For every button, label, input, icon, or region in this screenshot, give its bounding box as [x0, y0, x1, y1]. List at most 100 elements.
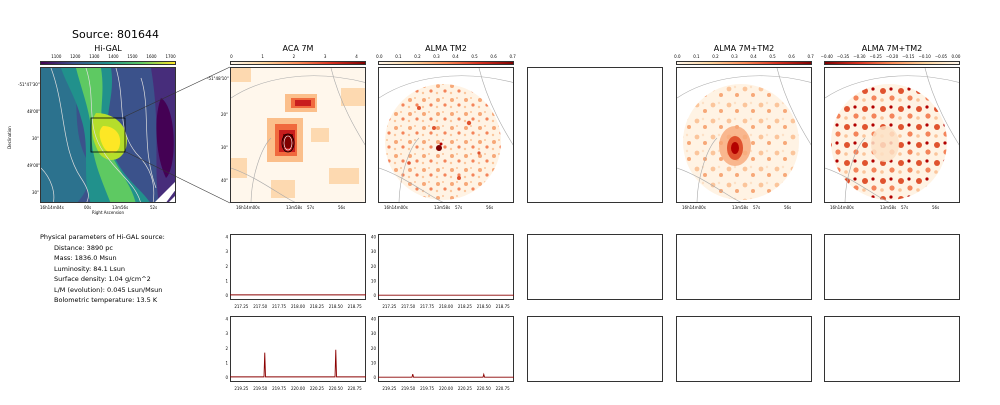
higal-xtick: 13m56s: [112, 205, 129, 210]
tm2-cbar-tick: 0.2: [414, 54, 421, 59]
y-tick-label: 40: [371, 316, 377, 321]
combined-colorbar: [676, 61, 812, 65]
higal-cbar-tick: 1100: [51, 54, 62, 59]
x-tick-label: 218.50: [329, 304, 343, 309]
higal-cbar-tick: 1700: [165, 54, 176, 59]
aca7m-xtick: 57s: [307, 205, 315, 210]
aca7m-cbar-tick: 0: [230, 54, 233, 59]
combined-neg-xtick: 16h14m00s: [830, 205, 854, 210]
plot-frame: [378, 316, 514, 382]
combined-neg-cbar-tick: −0.15: [902, 54, 915, 59]
tm2-cbar-tick: 0.3: [433, 54, 440, 59]
aca7m-image: [230, 67, 366, 203]
higal-xtick: 16h14m04s: [40, 205, 64, 210]
higal-cbar-tick: 1400: [108, 54, 119, 59]
plot-frame: [378, 234, 514, 300]
param-lm-evolution: L/M (evolution): 0.045 Lsun/Msun: [54, 285, 163, 294]
combined-cbar-tick: 0.0: [674, 54, 681, 59]
combined-cbar-tick: 0.2: [712, 54, 719, 59]
spectrum-aca-row2-svg: 0 1 2 3 4 219.25 219.50 219.75 220.00 220.25 220.5…: [225, 316, 366, 391]
x-tick-label: 217.75: [272, 304, 286, 309]
x-tick-label: 220.25: [310, 386, 324, 391]
tm2-cbar-tick: 0.6: [490, 54, 497, 59]
aca7m-xtick: 56s: [338, 205, 346, 210]
tm2-cbar-tick: 0.5: [471, 54, 478, 59]
spectrum-tm2-row2: 0 10 20 30 40 219.25 219.50 219.75 220.00 220.25 2…: [371, 316, 514, 391]
y-tick-label: 20: [371, 346, 377, 351]
higal-image: [40, 67, 176, 203]
y-tick-label: 3: [225, 249, 228, 254]
y-tick-label: 4: [225, 316, 228, 321]
x-tick-label: 219.25: [234, 386, 248, 391]
x-tick-label: 220.00: [291, 386, 305, 391]
y-tick-label: 2: [225, 264, 228, 269]
spectrum-aca-row1: 0 1 2 3 4 217.25 217.50 217.75 218.00 218.25 218.5…: [225, 234, 366, 309]
x-tick-label: 218.25: [310, 304, 324, 309]
x-tick-label: 217.25: [382, 304, 396, 309]
tm2-cbar-tick: 0.1: [395, 54, 402, 59]
higal-xtick: 00s: [84, 205, 92, 210]
aca7m-cbar-tick: 2: [292, 54, 296, 59]
higal-ytick: 30": [32, 190, 39, 195]
x-tick-label: 220.25: [458, 386, 472, 391]
spectrum-aca-row1-svg: 0 1 2 3 4 217.25 217.50 217.75 218.00 218.25 218.5…: [225, 234, 366, 309]
combined-neg-title: ALMA 7M+TM2: [861, 44, 923, 53]
x-tick-label: 219.25: [382, 386, 396, 391]
higal-xlabel: Right Ascension: [92, 210, 124, 215]
zoom-connector: [123, 66, 231, 204]
combined-neg-cbar-tick: −0.30: [853, 54, 866, 59]
x-tick-label: 217.50: [253, 304, 267, 309]
aca7m-ytick: 30": [221, 145, 228, 150]
x-tick-label: 218.25: [458, 304, 472, 309]
param-mass: Mass: 1836.0 Msun: [54, 254, 117, 262]
combined-neg-image: [824, 67, 960, 203]
empty-panel: [824, 234, 960, 300]
spectrum-line: [230, 349, 366, 378]
x-tick-label: 218.50: [477, 304, 491, 309]
higal-ytick: 49'00": [27, 163, 41, 168]
tm2-colorbar: [378, 61, 514, 65]
empty-panel: [527, 234, 663, 300]
x-tick-label: 220.00: [439, 386, 453, 391]
higal-cbar-tick: 1300: [89, 54, 100, 59]
tm2-xtick: 57s: [455, 205, 463, 210]
tm2-cbar-tick: 0.7: [509, 54, 516, 59]
aca7m-colorbar: [230, 61, 366, 65]
combined-image: [676, 67, 812, 203]
y-tick-label: 20: [371, 264, 377, 269]
param-luminosity: Luminosity: 84.1 Lsun: [54, 264, 126, 273]
higal-xtick: 52s: [150, 205, 158, 210]
higal-cbar-tick: 1500: [127, 54, 138, 59]
page-title: Source: 801644: [72, 28, 159, 41]
y-tick-label: 40: [371, 234, 377, 239]
empty-panel: [676, 316, 812, 382]
combined-title: ALMA 7M+TM2: [713, 44, 775, 53]
param-bolometric-temperature: Bolometric temperature: 13.5 K: [54, 296, 158, 304]
empty-panel: [824, 316, 960, 382]
plot-frame: [230, 234, 366, 300]
y-tick-label: 0: [373, 293, 376, 298]
tm2-cbar-tick: 0.4: [452, 54, 459, 59]
combined-neg-cbar-tick: −0.20: [885, 54, 899, 59]
y-tick-label: 30: [371, 249, 377, 254]
spectrum-tm2-row1-svg: 0 10 20 30 40 217.25 217.50 217.75 218.00 218.25 2…: [371, 234, 514, 309]
x-tick-label: 220.50: [477, 386, 491, 391]
aca7m-ytick: -51°48'10": [207, 76, 229, 81]
aca7m-xtick: 13m58s: [286, 205, 303, 210]
x-tick-label: 219.75: [272, 386, 286, 391]
higal-ytick: 30": [32, 136, 39, 141]
y-tick-label: 1: [225, 360, 228, 365]
combined-xtick: 56s: [784, 205, 792, 210]
y-tick-label: 4: [225, 234, 228, 239]
x-tick-label: 219.75: [420, 386, 434, 391]
y-tick-label: 30: [371, 331, 377, 336]
physical-parameters: Physical parameters of Hi-GAL source: Di…: [40, 232, 165, 306]
y-tick-label: 0: [373, 375, 376, 380]
combined-cbar-tick: 0.5: [769, 54, 776, 59]
x-tick-label: 220.50: [329, 386, 343, 391]
y-tick-label: 2: [225, 346, 228, 351]
combined-neg-colorbar: [824, 61, 960, 65]
aca7m-ytick: 20": [221, 112, 228, 117]
x-tick-label: 220.75: [348, 386, 362, 391]
x-tick-label: 217.25: [234, 304, 248, 309]
